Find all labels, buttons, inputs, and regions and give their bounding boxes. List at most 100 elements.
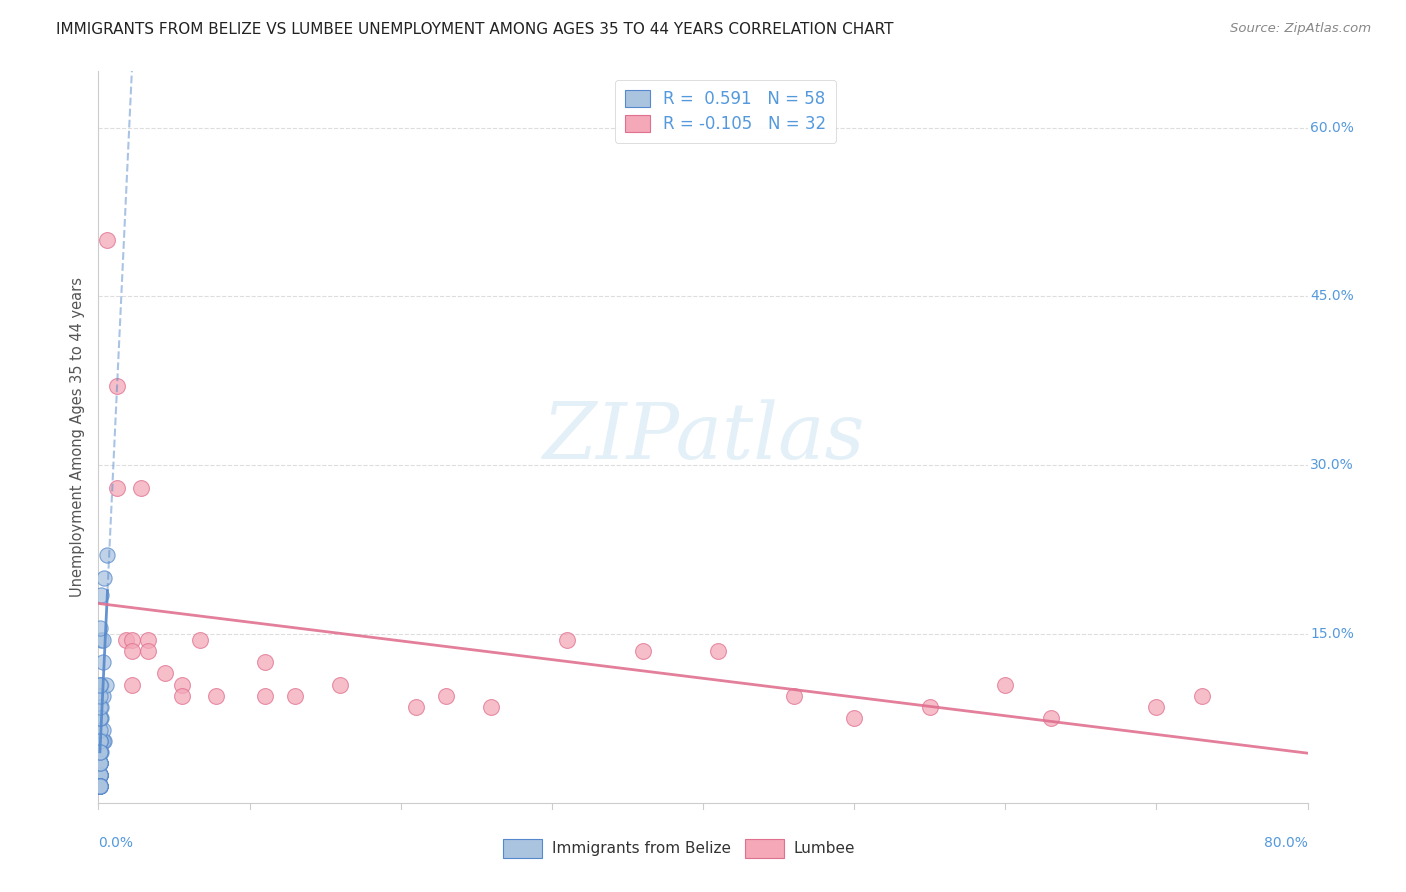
Point: [89, 711, 111, 725]
Point: [121, 644, 143, 658]
Point: [89, 756, 111, 771]
Point: [91, 689, 114, 703]
Point: [90, 734, 112, 748]
Text: 30.0%: 30.0%: [1310, 458, 1354, 472]
Point: [188, 632, 211, 647]
Point: [89, 779, 111, 793]
Text: Immigrants from Belize: Immigrants from Belize: [551, 840, 731, 855]
Point: [105, 481, 128, 495]
Point: [89, 756, 111, 771]
Point: [91, 734, 114, 748]
Point: [89, 678, 111, 692]
Point: [89, 779, 111, 793]
Point: [284, 689, 307, 703]
FancyBboxPatch shape: [745, 839, 785, 858]
Point: [89, 621, 111, 635]
Point: [129, 481, 152, 495]
Point: [91, 723, 114, 737]
Text: 80.0%: 80.0%: [1264, 836, 1308, 850]
Point: [89, 779, 111, 793]
Point: [707, 644, 730, 658]
Point: [89, 767, 111, 781]
Point: [105, 379, 128, 393]
Point: [89, 756, 111, 771]
Point: [90, 632, 112, 647]
Point: [89, 689, 111, 703]
Point: [89, 767, 111, 781]
Point: [96, 233, 118, 247]
Y-axis label: Unemployment Among Ages 35 to 44 years: Unemployment Among Ages 35 to 44 years: [69, 277, 84, 597]
Point: [136, 632, 159, 647]
Point: [89, 756, 111, 771]
Point: [434, 689, 457, 703]
Point: [89, 723, 111, 737]
Point: [1144, 700, 1167, 714]
Point: [89, 745, 111, 759]
Point: [90, 745, 112, 759]
Point: [89, 734, 111, 748]
Point: [89, 779, 111, 793]
Point: [89, 745, 111, 759]
Point: [90, 734, 112, 748]
Point: [555, 632, 578, 647]
Point: [1039, 711, 1062, 725]
Point: [93, 571, 115, 585]
Point: [89, 767, 111, 781]
Point: [89, 767, 111, 781]
Point: [91, 632, 114, 647]
Point: [205, 689, 228, 703]
Point: [253, 689, 276, 703]
Point: [783, 689, 806, 703]
Point: [89, 734, 111, 748]
Point: [89, 779, 111, 793]
Point: [96, 548, 118, 562]
Point: [1191, 689, 1213, 703]
Point: [89, 700, 111, 714]
Point: [89, 779, 111, 793]
Point: [91, 655, 114, 669]
Text: Lumbee: Lumbee: [793, 840, 855, 855]
Point: [253, 655, 276, 669]
Point: [89, 756, 111, 771]
Text: 60.0%: 60.0%: [1310, 120, 1354, 135]
Text: Source: ZipAtlas.com: Source: ZipAtlas.com: [1230, 22, 1371, 36]
Point: [114, 632, 136, 647]
Point: [89, 734, 111, 748]
FancyBboxPatch shape: [503, 839, 543, 858]
Point: [89, 767, 111, 781]
Point: [918, 700, 941, 714]
Point: [121, 632, 143, 647]
Point: [94, 678, 117, 692]
Point: [170, 678, 193, 692]
Text: 45.0%: 45.0%: [1310, 289, 1354, 303]
Point: [89, 767, 111, 781]
Text: 15.0%: 15.0%: [1310, 627, 1354, 641]
Point: [90, 588, 112, 602]
Point: [90, 700, 112, 714]
Point: [89, 711, 111, 725]
Legend: R =  0.591   N = 58, R = -0.105   N = 32: R = 0.591 N = 58, R = -0.105 N = 32: [614, 79, 837, 143]
Point: [405, 700, 427, 714]
Point: [89, 745, 111, 759]
Point: [329, 678, 352, 692]
Point: [89, 734, 111, 748]
Point: [153, 666, 176, 681]
Point: [89, 745, 111, 759]
Point: [170, 689, 193, 703]
Point: [89, 767, 111, 781]
Text: IMMIGRANTS FROM BELIZE VS LUMBEE UNEMPLOYMENT AMONG AGES 35 TO 44 YEARS CORRELAT: IMMIGRANTS FROM BELIZE VS LUMBEE UNEMPLO…: [56, 22, 894, 37]
Point: [481, 700, 503, 714]
Point: [90, 711, 112, 725]
Point: [89, 779, 111, 793]
Point: [89, 779, 111, 793]
Point: [121, 678, 143, 692]
Point: [93, 734, 115, 748]
Point: [631, 644, 654, 658]
Point: [90, 678, 112, 692]
Point: [136, 644, 159, 658]
Point: [89, 767, 111, 781]
Text: ZIPatlas: ZIPatlas: [541, 399, 865, 475]
Text: 0.0%: 0.0%: [98, 836, 134, 850]
Point: [844, 711, 866, 725]
Point: [89, 678, 111, 692]
